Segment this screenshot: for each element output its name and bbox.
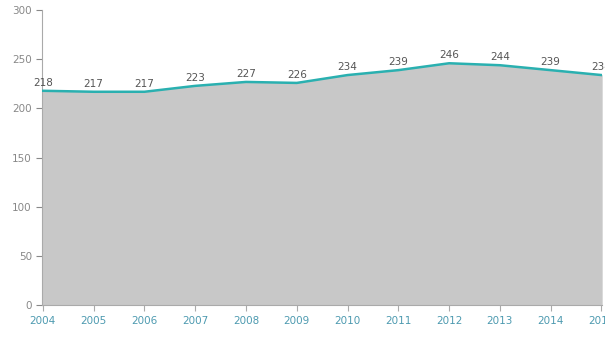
Text: 217: 217	[134, 79, 154, 89]
Text: 244: 244	[490, 52, 510, 62]
Text: 246: 246	[439, 50, 459, 60]
Text: 223: 223	[185, 73, 205, 83]
Text: 234: 234	[338, 62, 358, 72]
Text: 239: 239	[541, 57, 561, 67]
Text: 239: 239	[388, 57, 408, 67]
Text: 218: 218	[33, 78, 53, 88]
Text: 227: 227	[236, 69, 256, 79]
Text: 217: 217	[83, 79, 103, 89]
Text: 226: 226	[287, 70, 307, 80]
Text: 234: 234	[592, 62, 605, 72]
